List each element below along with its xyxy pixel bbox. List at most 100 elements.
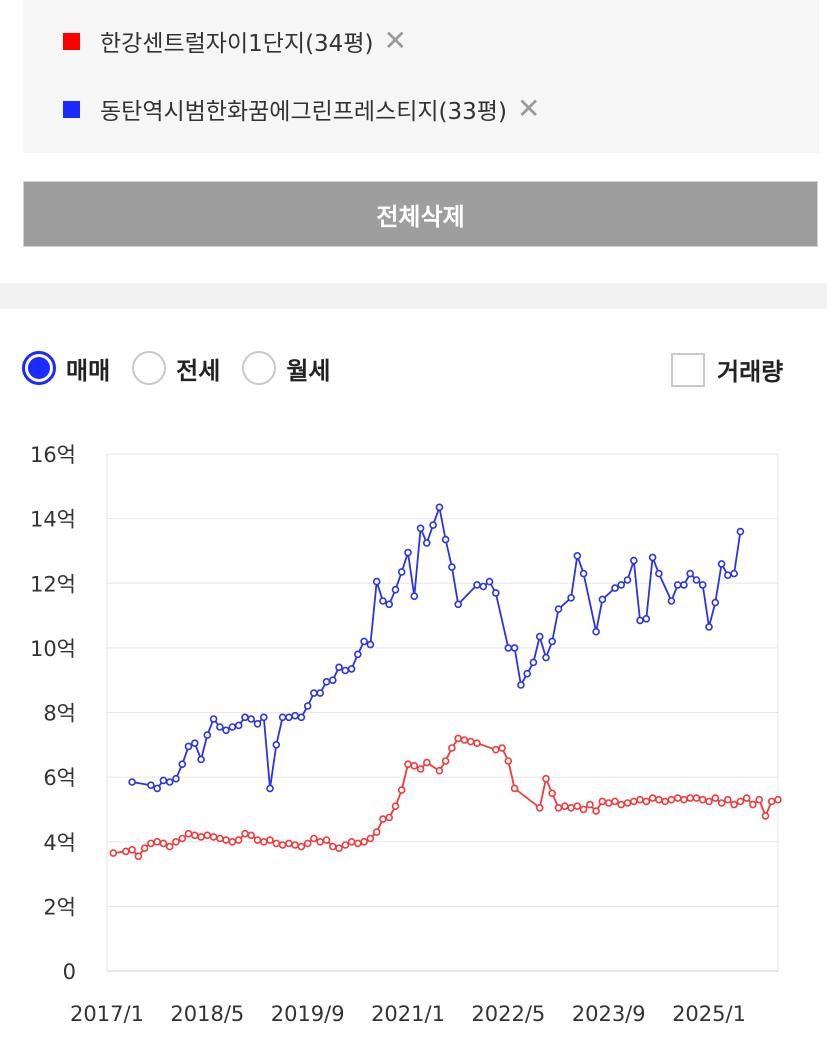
data-point bbox=[554, 605, 563, 613]
data-point bbox=[454, 734, 463, 743]
data-point bbox=[209, 715, 218, 723]
data-point bbox=[159, 776, 168, 785]
data-point bbox=[165, 778, 174, 786]
data-point bbox=[717, 560, 726, 568]
data-point bbox=[617, 800, 626, 809]
data-point bbox=[122, 847, 130, 856]
radio-sale[interactable]: 매매 bbox=[22, 351, 110, 386]
data-point bbox=[391, 802, 400, 811]
radio-unchecked-icon[interactable] bbox=[242, 351, 277, 385]
close-icon[interactable]: ✕ bbox=[516, 92, 541, 125]
data-point bbox=[542, 774, 550, 783]
data-point bbox=[448, 563, 456, 571]
data-point bbox=[203, 831, 212, 840]
data-point bbox=[397, 568, 406, 576]
data-point bbox=[736, 527, 745, 536]
data-point bbox=[573, 802, 582, 811]
data-point bbox=[730, 800, 738, 809]
volume-toggle[interactable]: 거래량 bbox=[671, 352, 783, 387]
data-point bbox=[128, 845, 136, 854]
data-point bbox=[623, 576, 632, 584]
data-point bbox=[454, 600, 463, 609]
data-point bbox=[197, 755, 205, 764]
data-point bbox=[184, 742, 193, 751]
data-point bbox=[761, 812, 770, 820]
data-point bbox=[680, 795, 688, 804]
data-point bbox=[259, 713, 268, 722]
data-point bbox=[153, 784, 161, 793]
y-tick-label: 16억 bbox=[30, 443, 76, 467]
data-point bbox=[310, 834, 318, 843]
close-icon[interactable]: ✕ bbox=[383, 24, 407, 57]
data-point bbox=[517, 681, 525, 689]
data-point bbox=[197, 833, 205, 841]
legend-swatch-blue bbox=[63, 100, 80, 118]
legend-swatch-red bbox=[63, 32, 80, 50]
data-point bbox=[673, 794, 682, 802]
data-point bbox=[655, 795, 663, 804]
radio-unchecked-icon[interactable] bbox=[132, 351, 167, 385]
data-point bbox=[598, 797, 607, 806]
data-point bbox=[767, 797, 776, 806]
data-point bbox=[623, 799, 632, 807]
data-point bbox=[774, 795, 782, 804]
legend-item-label: 동탄역시범한화꿈에그린프레스티지(33평) bbox=[100, 99, 507, 125]
data-point bbox=[147, 781, 155, 790]
data-point bbox=[391, 585, 400, 594]
radio-monthly-rent[interactable]: 월세 bbox=[242, 351, 331, 386]
data-point bbox=[473, 581, 481, 589]
data-point bbox=[705, 797, 713, 806]
data-point bbox=[247, 715, 255, 723]
data-point bbox=[667, 597, 676, 605]
y-tick-label: 6억 bbox=[43, 766, 76, 790]
data-point bbox=[742, 794, 751, 802]
data-point bbox=[316, 837, 325, 846]
data-point bbox=[335, 663, 343, 672]
data-point bbox=[322, 836, 331, 844]
data-point bbox=[523, 669, 532, 678]
legend-item-hangang: 한강센트럴자이1단지(34평) ✕ bbox=[63, 21, 407, 61]
y-tick-label: 2억 bbox=[43, 895, 76, 919]
data-point bbox=[241, 713, 249, 722]
data-point bbox=[698, 581, 707, 589]
x-tick-label: 2019/9 bbox=[271, 1002, 345, 1026]
data-point bbox=[184, 829, 193, 838]
data-point bbox=[147, 839, 155, 848]
data-point bbox=[372, 577, 381, 586]
data-point bbox=[228, 723, 237, 731]
data-point bbox=[441, 535, 450, 544]
x-tick-label: 2022/5 bbox=[471, 1002, 545, 1026]
data-point bbox=[680, 581, 688, 589]
data-point bbox=[216, 723, 224, 731]
data-point bbox=[535, 632, 544, 641]
data-point bbox=[172, 837, 180, 846]
data-point bbox=[165, 842, 174, 851]
data-point bbox=[485, 577, 494, 586]
data-point bbox=[128, 778, 136, 786]
radio-checked-icon[interactable] bbox=[22, 351, 56, 385]
radio-label: 월세 bbox=[286, 356, 331, 385]
data-point bbox=[353, 839, 362, 848]
data-point bbox=[297, 842, 306, 851]
data-point bbox=[140, 844, 149, 853]
data-point bbox=[460, 736, 469, 744]
data-point bbox=[422, 758, 431, 767]
data-point bbox=[560, 802, 569, 811]
data-point bbox=[692, 794, 701, 802]
data-point bbox=[749, 800, 757, 809]
data-point bbox=[598, 595, 607, 604]
data-point bbox=[360, 837, 368, 846]
data-point bbox=[328, 842, 337, 851]
radio-dot bbox=[28, 357, 50, 379]
delete-all-button[interactable]: 전체삭제 bbox=[23, 181, 818, 247]
radio-jeonse[interactable]: 전세 bbox=[132, 351, 220, 386]
checkbox-icon[interactable] bbox=[671, 352, 705, 387]
x-tick-label: 2023/9 bbox=[572, 1002, 646, 1026]
data-point bbox=[203, 731, 212, 739]
data-point bbox=[479, 582, 488, 591]
section-divider bbox=[0, 283, 827, 309]
data-point bbox=[491, 589, 500, 597]
data-point bbox=[191, 831, 199, 840]
data-point bbox=[297, 713, 306, 722]
x-tick-label: 2017/1 bbox=[70, 1002, 144, 1026]
